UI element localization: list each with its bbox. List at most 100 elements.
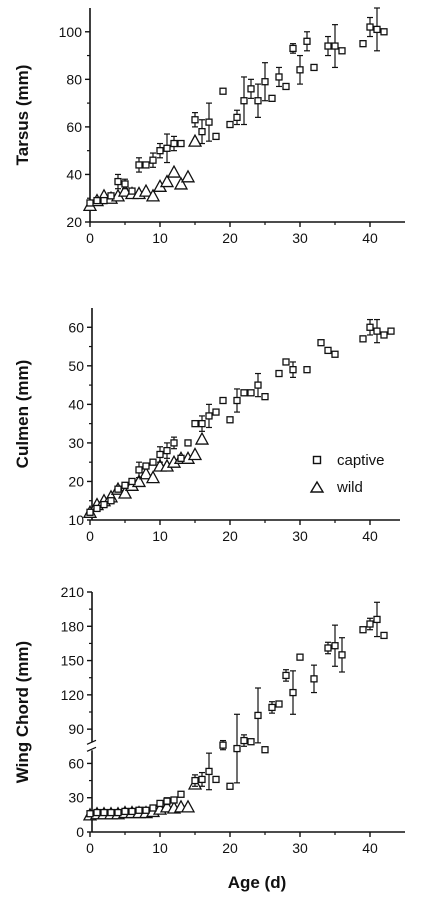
- data-point-wild: [117, 183, 133, 197]
- data-point-captive: [373, 25, 381, 34]
- data-point-captive: [254, 711, 262, 720]
- data-point-captive: [205, 412, 213, 420]
- x-tick-label: 40: [362, 840, 378, 856]
- panel-tarsus: 20 40 60 80 100 0 10 20 30 40 Tarsus (mm): [13, 7, 405, 246]
- data-point-captive: [261, 746, 269, 754]
- data-point-captive: [303, 37, 311, 45]
- y-tick-label: 180: [61, 618, 85, 634]
- legend-label-wild: wild: [336, 479, 363, 496]
- data-point-captive: [240, 389, 248, 397]
- x-tick-label: 30: [292, 840, 308, 856]
- data-point-captive: [114, 485, 122, 493]
- y-tick-label: 100: [59, 24, 83, 40]
- x-tick-label: 0: [86, 528, 94, 544]
- data-point-captive: [100, 500, 108, 509]
- data-point-captive: [86, 508, 94, 516]
- data-point-captive: [226, 120, 234, 129]
- data-point-captive: [289, 366, 297, 374]
- data-point-wild: [166, 164, 182, 178]
- data-point-captive: [149, 156, 157, 164]
- data-point-captive: [289, 44, 297, 53]
- x-tick-label: 10: [152, 840, 168, 856]
- data-point-captive: [205, 767, 213, 776]
- y-tick-label: 10: [68, 512, 84, 528]
- data-point-wild: [131, 474, 147, 488]
- y-axis-title-culmen: Culmen (mm): [13, 360, 32, 469]
- data-point-captive: [338, 651, 346, 659]
- data-point-captive: [296, 653, 304, 661]
- data-point-captive: [198, 419, 206, 428]
- data-point-captive: [331, 350, 339, 358]
- data-point-captive: [142, 462, 150, 470]
- y-tick-label: 90: [68, 721, 84, 737]
- y-axis-title-wing-chord: Wing Chord (mm): [13, 641, 32, 783]
- data-point-captive: [310, 675, 318, 683]
- data-point-captive: [233, 744, 241, 753]
- data-point-captive: [86, 199, 94, 207]
- data-point-captive: [240, 736, 248, 745]
- data-point-captive: [366, 620, 374, 628]
- data-point-captive: [142, 806, 150, 814]
- y-tick-label: 60: [68, 755, 84, 771]
- data-point-wild: [138, 183, 154, 197]
- series-captive: [86, 318, 395, 516]
- data-point-captive: [100, 808, 108, 817]
- data-point-captive: [128, 187, 136, 195]
- data-point-captive: [387, 327, 395, 335]
- x-tick-label: 40: [362, 230, 378, 246]
- data-point-captive: [121, 481, 129, 489]
- data-point-captive: [226, 782, 234, 790]
- y-tick-label: 20: [68, 473, 84, 489]
- y-tick-label: 40: [66, 166, 82, 182]
- data-point-wild: [159, 174, 175, 188]
- y-tick-label: 60: [68, 319, 84, 335]
- data-point-captive: [177, 139, 185, 148]
- data-point-captive: [198, 127, 206, 136]
- data-point-captive: [107, 808, 115, 817]
- data-point-captive: [373, 327, 381, 335]
- series-captive: [86, 601, 388, 818]
- data-point-captive: [205, 118, 213, 126]
- data-point-wild: [187, 447, 203, 461]
- data-point-captive: [107, 192, 115, 200]
- data-point-captive: [93, 504, 101, 513]
- data-point-captive: [303, 366, 311, 374]
- data-point-captive: [128, 477, 136, 486]
- data-point-captive: [338, 47, 346, 55]
- data-point-captive: [198, 775, 206, 784]
- data-point-captive: [275, 700, 283, 708]
- data-point-captive: [317, 339, 325, 347]
- x-tick-label: 20: [222, 528, 238, 544]
- data-point-captive: [324, 42, 332, 50]
- data-point-captive: [247, 389, 255, 397]
- axis-break-mark: [86, 739, 97, 745]
- series-captive: [86, 7, 388, 207]
- data-point-captive: [163, 144, 171, 152]
- data-point-wild: [145, 470, 161, 484]
- data-point-captive: [310, 63, 318, 72]
- data-point-captive: [135, 466, 143, 474]
- x-tick-label: 20: [222, 840, 238, 856]
- data-point-captive: [163, 446, 171, 455]
- axis-break-gap: [89, 742, 95, 751]
- y-tick-label: 150: [61, 653, 85, 669]
- data-point-captive: [219, 396, 227, 405]
- x-tick-label: 10: [152, 528, 168, 544]
- data-point-captive: [135, 161, 143, 169]
- data-point-captive: [170, 139, 178, 148]
- data-point-captive: [212, 408, 220, 416]
- x-tick-label: 20: [222, 230, 238, 246]
- data-point-wild: [187, 133, 203, 147]
- data-point-captive: [254, 97, 262, 105]
- data-point-captive: [366, 23, 374, 31]
- axis-break-mark: [86, 746, 97, 752]
- data-point-captive: [268, 703, 276, 712]
- data-point-captive: [114, 808, 122, 817]
- data-point-captive: [275, 73, 283, 81]
- data-point-captive: [254, 381, 262, 389]
- data-point-captive: [233, 113, 241, 122]
- x-tick-label: 40: [362, 528, 378, 544]
- data-point-captive: [289, 688, 297, 697]
- data-point-captive: [170, 796, 178, 804]
- data-point-captive: [142, 161, 150, 169]
